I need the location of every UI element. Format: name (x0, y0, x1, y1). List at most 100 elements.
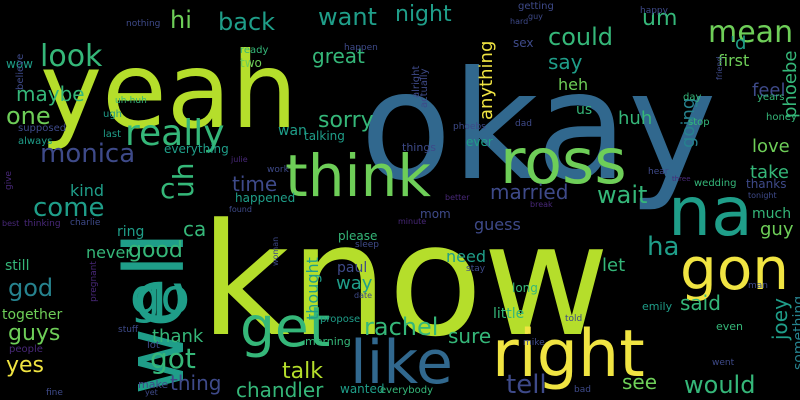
cloud-word: man (748, 281, 768, 291)
cloud-word: work (267, 165, 289, 175)
cloud-word: okay (360, 40, 717, 214)
cloud-word: see (622, 370, 658, 394)
cloud-word: need (446, 247, 486, 266)
cloud-word: wait (597, 181, 648, 209)
cloud-word: charlie (70, 218, 101, 228)
cloud-word: got (150, 342, 196, 375)
cloud-word: back (218, 8, 276, 36)
cloud-word: hard (510, 17, 529, 26)
cloud-word: guy (528, 12, 543, 21)
cloud-word: good (128, 238, 183, 263)
cloud-word: tell (506, 370, 547, 400)
cloud-word: guys (8, 321, 61, 346)
cloud-word: thing (170, 371, 222, 395)
cloud-word: want (318, 3, 377, 31)
cloud-word: sure (448, 324, 492, 348)
cloud-word: thought (303, 257, 322, 320)
cloud-word: sex (513, 36, 534, 50)
cloud-word: please (338, 229, 378, 243)
cloud-word: chandler (236, 378, 324, 400)
cloud-word: married (490, 180, 569, 204)
cloud-word: us (576, 102, 593, 118)
cloud-word: talk (282, 359, 323, 384)
cloud-word: god (8, 274, 54, 302)
cloud-word: never (86, 243, 132, 262)
cloud-word: let (602, 255, 626, 276)
cloud-word: day (683, 92, 702, 103)
cloud-word: friend (715, 56, 724, 80)
cloud-word: propose (320, 314, 361, 325)
cloud-word: really (125, 113, 225, 154)
cloud-word: stuff (118, 325, 139, 335)
cloud-word: mike (523, 338, 545, 348)
cloud-word: wow (6, 57, 33, 71)
cloud-word: ever (466, 135, 493, 149)
cloud-word: happened (235, 191, 296, 205)
cloud-word: even (716, 320, 744, 333)
cloud-word: still (5, 258, 30, 274)
cloud-word: supposed (18, 123, 67, 134)
cloud-word: ready (240, 45, 269, 56)
cloud-word: getting (518, 1, 554, 12)
cloud-word: sorry (318, 108, 374, 133)
cloud-word: ca (183, 217, 207, 241)
cloud-word: lot (147, 340, 160, 351)
cloud-word: thinking (24, 219, 61, 229)
cloud-word: could (548, 23, 613, 51)
cloud-word: sleep (355, 240, 379, 250)
cloud-word: actually (419, 68, 430, 109)
cloud-word: thank (152, 326, 204, 347)
cloud-word: dad (515, 119, 532, 129)
cloud-word: get (240, 295, 331, 359)
cloud-word: went (712, 358, 735, 368)
cloud-word: little (493, 306, 525, 322)
cloud-word: ring (117, 224, 145, 240)
cloud-word: way (336, 273, 373, 294)
cloud-word: ugh (103, 109, 123, 120)
cloud-word: found (229, 205, 252, 214)
cloud-word: come (33, 193, 105, 223)
cloud-word: give (4, 170, 14, 190)
cloud-word: fine (46, 388, 63, 398)
cloud-word: woman (271, 236, 280, 266)
cloud-word: guess (474, 215, 521, 234)
cloud-word: bad (574, 385, 591, 395)
cloud-word: happen (344, 43, 378, 53)
cloud-word: honey (766, 112, 797, 123)
cloud-word: everybody (380, 385, 433, 396)
cloud-word: two (240, 56, 262, 70)
cloud-word: long (512, 281, 538, 295)
cloud-word: better (445, 193, 470, 202)
cloud-word: tonight (748, 191, 777, 200)
cloud-word: love (752, 136, 790, 157)
cloud-word: hear (648, 167, 669, 177)
cloud-word: night (395, 2, 452, 27)
cloud-word: date (354, 291, 373, 300)
cloud-word: like (350, 328, 453, 398)
cloud-word: na (668, 173, 753, 252)
cloud-word: people (9, 344, 43, 355)
cloud-word: believe (15, 53, 26, 90)
cloud-word: go (130, 269, 190, 325)
cloud-word: huh (618, 108, 653, 129)
cloud-word: paul (337, 260, 368, 276)
cloud-word: ha (647, 232, 680, 262)
cloud-word: years (757, 92, 785, 103)
cloud-word: stay (466, 264, 486, 274)
cloud-word: think (285, 142, 431, 210)
cloud-word: joey (768, 298, 792, 340)
cloud-word: something (791, 295, 800, 370)
cloud-word: monica (40, 139, 136, 169)
cloud-word: break (530, 200, 553, 209)
cloud-word: best (2, 219, 20, 228)
cloud-word: rachel (364, 313, 439, 341)
cloud-word: right (492, 317, 645, 392)
cloud-word: said (680, 291, 721, 315)
cloud-word: told (565, 314, 583, 324)
cloud-word: yet (145, 388, 158, 397)
cloud-word: stop (688, 117, 710, 128)
cloud-word: look (40, 39, 103, 74)
cloud-word: phoebs (453, 122, 486, 132)
cloud-word: happy (640, 6, 668, 16)
cloud-word: wedding (694, 178, 737, 189)
